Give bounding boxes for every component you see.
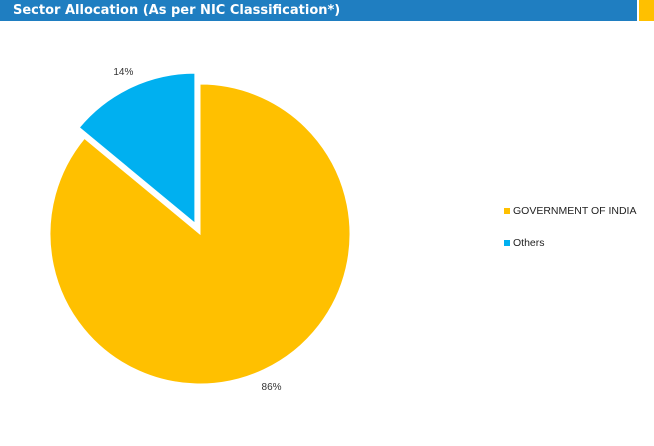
data-label: 14% <box>113 67 133 78</box>
page-title: Sector Allocation (As per NIC Classifica… <box>13 3 341 18</box>
pie-slice-others <box>78 72 196 225</box>
header-accent <box>639 0 654 21</box>
legend: GOVERNMENT OF INDIA Others <box>504 205 636 249</box>
header-bar <box>0 0 637 21</box>
legend-label: GOVERNMENT OF INDIA <box>513 205 636 217</box>
legend-swatch <box>504 240 510 246</box>
legend-label: Others <box>513 237 545 249</box>
pie-slice-government-of-india <box>49 83 351 385</box>
data-label: 86% <box>262 382 282 393</box>
slice-labels: 86% 14% <box>113 67 281 393</box>
pie-slices <box>49 72 351 385</box>
legend-swatch <box>504 208 510 214</box>
